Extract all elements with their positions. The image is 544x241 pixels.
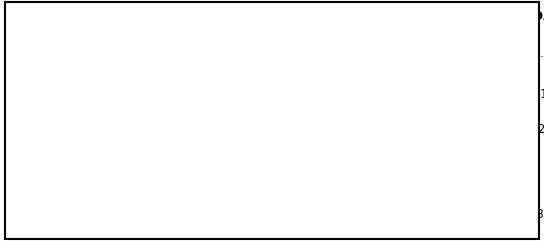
Text: Z+DS: Z+DS — [283, 10, 320, 23]
Text: 20.0: 20.0 — [456, 47, 481, 60]
Text: DS: DS — [227, 10, 245, 23]
Text: 3382: 3382 — [221, 123, 251, 136]
Text: 4.7: 4.7 — [292, 88, 311, 101]
Text: 5.1: 5.1 — [529, 88, 544, 101]
Text: Tonnes: Tonnes — [12, 214, 48, 224]
Text: 1.35: 1.35 — [223, 208, 249, 221]
Text: 1.81: 1.81 — [526, 208, 544, 221]
Text: Tiller Numbers: Tiller Numbers — [12, 81, 110, 94]
Text: 19.8: 19.8 — [288, 47, 314, 60]
Text: 22.0: 22.0 — [526, 47, 544, 60]
Text: Yield: Yield — [12, 117, 45, 130]
Text: Yield per Ha: Yield per Ha — [12, 196, 93, 209]
Text: 17.8: 17.8 — [223, 47, 249, 60]
Text: 1.56: 1.56 — [288, 208, 314, 221]
Text: Z+DAP: Z+DAP — [516, 10, 544, 23]
Text: Av of 40 x 5: Av of 40 x 5 — [12, 54, 73, 64]
Text: 3891: 3891 — [287, 123, 316, 136]
Text: 3821: 3821 — [454, 123, 484, 136]
Text: 4.5: 4.5 — [459, 88, 478, 101]
Text: 1.53: 1.53 — [456, 208, 481, 221]
Text: 4525: 4525 — [524, 123, 544, 136]
Text: Seeds per Head: Seeds per Head — [12, 36, 116, 49]
Text: Total weight of Grains
(Grams) per 25 SqM: Total weight of Grains (Grams) per 25 Sq… — [12, 134, 126, 157]
Text: Av. Tiller Number: Av. Tiller Number — [12, 99, 101, 109]
Text: DAP: DAP — [455, 10, 483, 23]
Text: 4.1: 4.1 — [227, 88, 245, 101]
